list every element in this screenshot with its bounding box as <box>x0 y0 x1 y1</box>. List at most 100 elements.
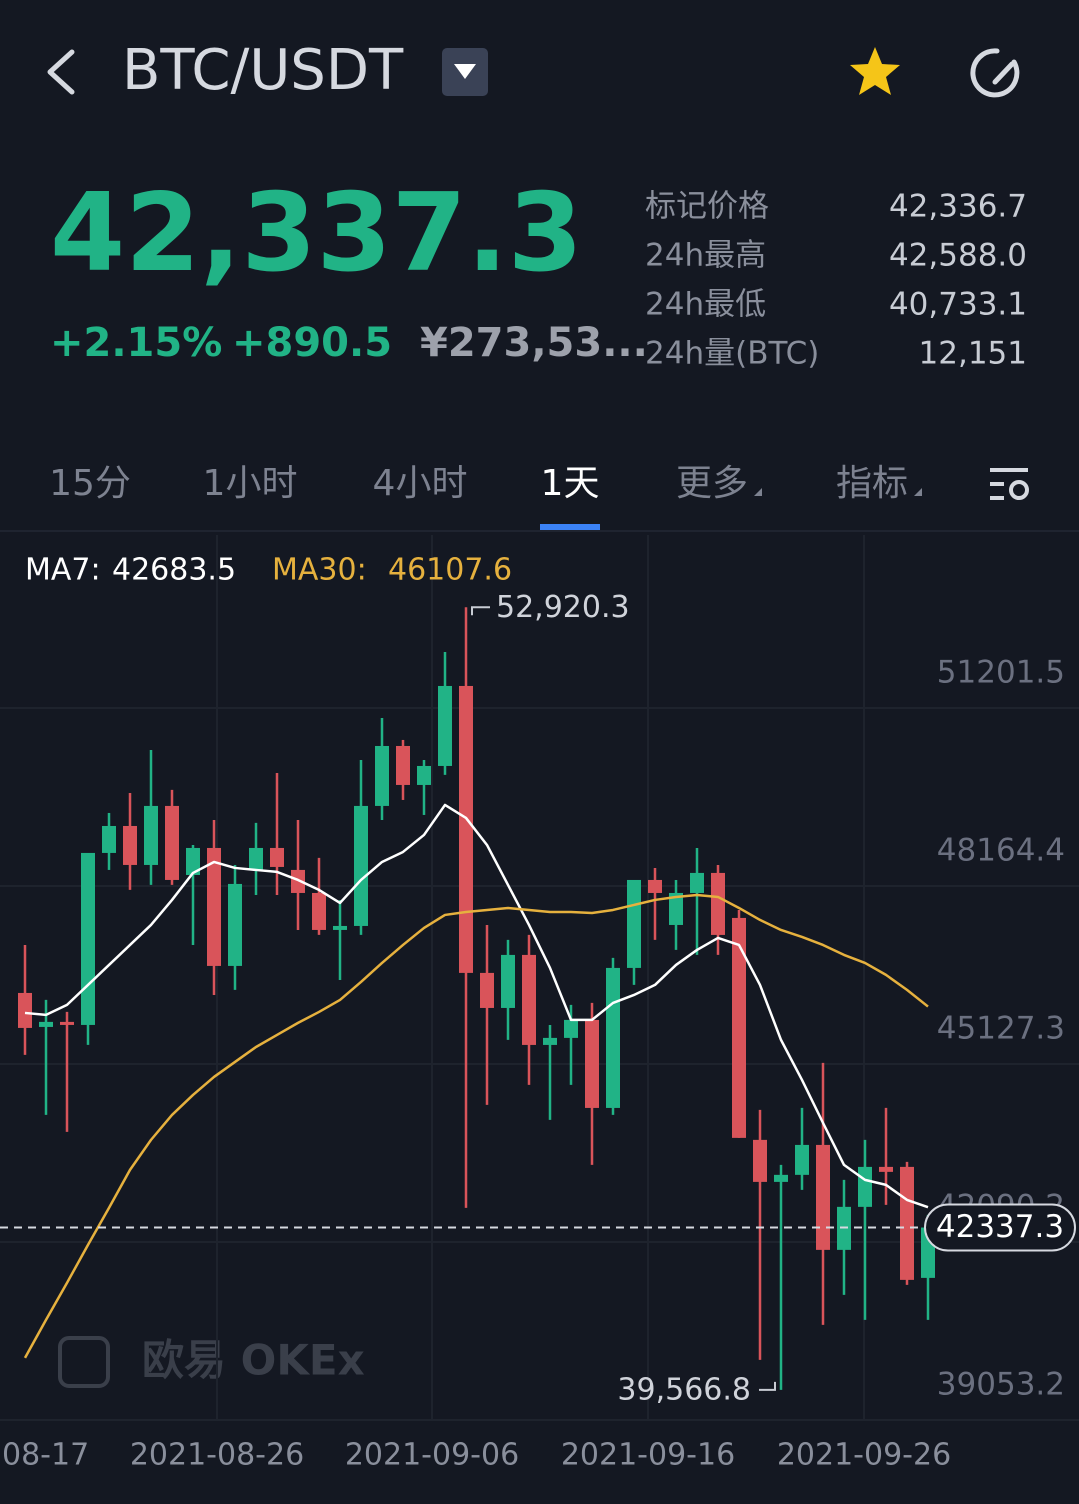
watermark: 欧易 OKEx <box>58 1336 365 1388</box>
tab-caret <box>754 488 762 496</box>
candle-body <box>312 892 326 930</box>
back-button[interactable] <box>47 49 75 95</box>
y-tick-label: 48164.4 <box>937 833 1065 869</box>
candle-body <box>669 892 683 925</box>
timeframe-tab[interactable]: 15分 <box>49 463 131 504</box>
y-tick-label: 45127.3 <box>937 1011 1065 1047</box>
candle-body <box>18 992 32 1028</box>
candle-body <box>648 879 662 893</box>
candle-body <box>627 879 641 968</box>
candle-body <box>522 954 536 1045</box>
candle-body <box>690 872 704 893</box>
candle-body <box>564 1019 578 1038</box>
active-tab-indicator <box>540 524 600 530</box>
watermark-icon <box>58 1336 110 1388</box>
candle-body <box>732 917 746 1138</box>
x-tick-label: 2021-08-26 <box>130 1438 304 1473</box>
stat-value: 42,336.7 <box>889 189 1027 225</box>
stat-label: 24h最高 <box>645 238 766 274</box>
legend-name: MA7: <box>25 553 101 588</box>
change-percent: +2.15% <box>50 320 222 366</box>
last-price-label: 42337.3 <box>936 1209 1064 1245</box>
legend-name: MA30: <box>272 553 367 588</box>
annotation-label: 39,566.8 <box>617 1372 751 1407</box>
dropdown-arrow <box>454 64 476 79</box>
timeframe-tab[interactable]: 1小时 <box>203 463 298 504</box>
candle-body <box>753 1139 767 1182</box>
candle-body <box>459 685 473 973</box>
candle-body <box>249 847 263 870</box>
x-tick-label: 08-17 <box>2 1438 89 1473</box>
annotation-label: 52,920.3 <box>496 590 630 625</box>
y-tick-label: 39053.2 <box>937 1367 1065 1403</box>
candle-body <box>501 954 515 1008</box>
annotation-leader <box>759 1381 776 1391</box>
candle-body <box>585 1019 599 1108</box>
pair-title[interactable]: BTC/USDT <box>122 38 404 103</box>
candle-body <box>228 883 242 966</box>
x-tick-label: 2021-09-26 <box>777 1438 951 1473</box>
candle-body <box>207 847 221 966</box>
candle-body <box>900 1166 914 1280</box>
annotation-leader <box>471 606 490 616</box>
tab-caret <box>914 488 922 496</box>
stat-value: 12,151 <box>919 336 1027 372</box>
candle-body <box>711 872 725 935</box>
y-tick-label: 51201.5 <box>937 655 1065 691</box>
candle-body <box>606 967 620 1108</box>
timeframe-tab[interactable]: 指标 <box>836 463 908 504</box>
stat-label: 24h量(BTC) <box>645 336 819 372</box>
candle-body <box>102 825 116 853</box>
refresh-needle <box>992 61 1015 85</box>
last-price: 42,337.3 <box>50 171 583 296</box>
candle-body <box>375 745 389 806</box>
timeframe-tab[interactable]: 1天 <box>541 463 600 504</box>
legend-value: 42683.5 <box>112 553 236 588</box>
legend-value: 46107.6 <box>388 553 512 588</box>
moving-average-line <box>24 803 929 1209</box>
cny-price: ¥273,53... <box>420 320 648 366</box>
change-amount: +890.5 <box>232 320 392 366</box>
candle-body <box>144 805 158 865</box>
settings-button[interactable] <box>990 468 1029 500</box>
stat-value: 40,733.1 <box>889 287 1027 323</box>
candle-body <box>417 765 431 785</box>
stat-label: 24h最低 <box>645 287 766 323</box>
stat-label: 标记价格 <box>645 189 769 225</box>
candle-body <box>480 972 494 1008</box>
candle-body <box>879 1166 893 1172</box>
candle-body <box>816 1144 830 1250</box>
candle-body <box>354 805 368 926</box>
settings-gear <box>1009 480 1029 500</box>
last-price-tag <box>924 1203 1076 1252</box>
candle-body <box>186 847 200 875</box>
candle-body <box>270 847 284 867</box>
timeframe-tab[interactable]: 更多 <box>676 463 748 504</box>
candle-body <box>774 1174 788 1182</box>
candle-body <box>39 1021 53 1027</box>
refresh-button[interactable] <box>970 48 1020 98</box>
candle-body <box>333 925 347 930</box>
candle-body <box>81 852 95 1025</box>
candle-body <box>858 1166 872 1207</box>
refresh-arc <box>970 48 1020 98</box>
favorite-star[interactable] <box>850 47 900 95</box>
candle-body <box>795 1144 809 1175</box>
candle-body <box>543 1037 557 1045</box>
candle-body <box>165 805 179 880</box>
timeframe-tab[interactable]: 4小时 <box>373 463 468 504</box>
candle-body <box>396 745 410 785</box>
candle-body <box>60 1021 74 1025</box>
x-tick-label: 2021-09-16 <box>561 1438 735 1473</box>
candle-body <box>438 685 452 766</box>
x-tick-label: 2021-09-06 <box>345 1438 519 1473</box>
watermark-text: 欧易 OKEx <box>142 1336 365 1385</box>
candle-body <box>123 825 137 865</box>
pair-dropdown[interactable] <box>442 48 488 96</box>
stat-value: 42,588.0 <box>889 238 1027 274</box>
candle-body <box>291 869 305 893</box>
moving-average-line <box>23 893 929 1359</box>
